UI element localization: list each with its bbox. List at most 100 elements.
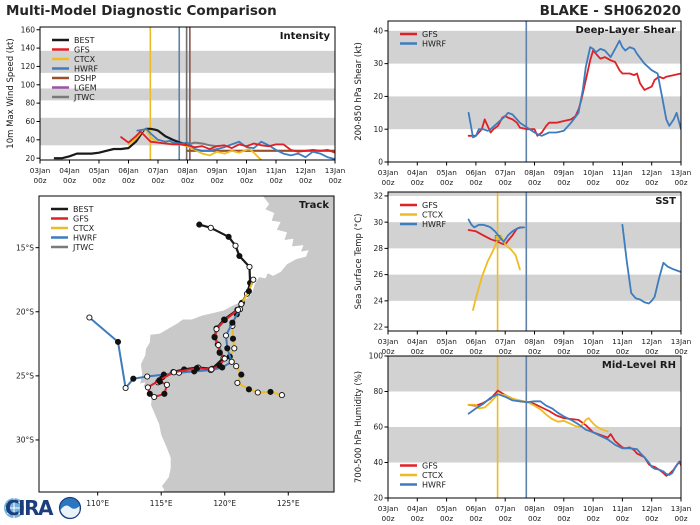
rh-title: Mid-Level RH	[602, 360, 676, 371]
track-point	[221, 355, 228, 362]
time-tick-hour: 00z	[440, 347, 453, 356]
time-tick-day: 07Jan	[495, 337, 516, 346]
track-point	[146, 390, 153, 397]
time-tick-day: 11Jan	[612, 504, 633, 513]
legend-label-gfs: GFS	[422, 201, 438, 210]
time-tick-hour: 00z	[328, 176, 341, 185]
track-point	[207, 224, 214, 231]
time-tick-day: 07Jan	[148, 166, 169, 175]
time-tick-day: 08Jan	[524, 168, 545, 177]
sst-panel: 03Jan00z04Jan00z05Jan00z06Jan00z07Jan00z…	[354, 191, 692, 356]
time-tick-hour: 00z	[616, 178, 629, 187]
y-tick-label: 20	[373, 494, 383, 503]
time-tick-hour: 00z	[674, 514, 687, 523]
shear-series-hwrf	[467, 39, 681, 139]
track-point	[86, 314, 93, 321]
lon-tick-label: 125°E	[277, 499, 300, 508]
track-point	[151, 393, 158, 401]
legend-label-ctcx: CTCX	[74, 55, 96, 64]
time-tick-day: 04Jan	[407, 337, 428, 346]
track-point	[267, 388, 274, 395]
time-tick-hour: 00z	[587, 514, 600, 523]
time-tick-hour: 00z	[645, 178, 658, 187]
shear-ylabel: 200-850 hPa Shear (kt)	[354, 42, 364, 141]
time-tick-day: 04Jan	[407, 504, 428, 513]
time-tick-hour: 00z	[499, 347, 512, 356]
time-tick-hour: 00z	[528, 514, 541, 523]
time-tick-hour: 00z	[528, 178, 541, 187]
time-tick-hour: 00z	[674, 347, 687, 356]
track-point	[193, 365, 200, 372]
time-tick-day: 09Jan	[207, 166, 228, 175]
time-tick-hour: 00z	[181, 176, 194, 185]
sst-title: SST	[655, 196, 676, 207]
track-point	[130, 375, 137, 382]
track-point	[215, 342, 222, 349]
category-band	[388, 192, 681, 196]
time-tick-day: 13Jan	[671, 168, 692, 177]
time-tick-hour: 00z	[557, 178, 570, 187]
y-tick-label: 20	[373, 92, 383, 101]
category-band	[40, 88, 335, 101]
time-tick-day: 12Jan	[295, 166, 316, 175]
time-tick-day: 10Jan	[583, 504, 604, 513]
y-tick-label: 30	[373, 218, 383, 227]
track-point	[250, 276, 257, 283]
time-tick-hour: 00z	[587, 178, 600, 187]
time-tick-hour: 00z	[122, 176, 135, 185]
track-point	[216, 349, 223, 356]
rh-panel: 03Jan00z04Jan00z05Jan00z06Jan00z07Jan00z…	[354, 352, 691, 523]
track-point	[208, 366, 215, 373]
time-tick-hour: 00z	[63, 176, 76, 185]
time-tick-hour: 00z	[269, 176, 282, 185]
y-tick-label: 26	[373, 270, 383, 279]
y-tick-label: 30	[373, 59, 383, 68]
track-point	[229, 319, 236, 326]
time-tick-hour: 00z	[528, 347, 541, 356]
legend-label-dshp: DSHP	[74, 74, 96, 83]
shear-title: Deep-Layer Shear	[576, 25, 677, 36]
time-tick-hour: 00z	[33, 176, 46, 185]
legend-label-hwrf: HWRF	[422, 220, 446, 229]
time-tick-day: 05Jan	[436, 337, 457, 346]
time-tick-hour: 00z	[381, 347, 394, 356]
track-point	[163, 381, 170, 388]
lon-tick-label: 110°E	[86, 499, 109, 508]
y-tick-label: 80	[25, 99, 35, 108]
track-point	[234, 379, 241, 386]
time-tick-day: 05Jan	[436, 168, 457, 177]
land-australia	[140, 196, 334, 492]
time-tick-day: 09Jan	[554, 337, 575, 346]
legend-label-jtwc: JTWC	[73, 93, 95, 102]
sst-ylabel: Sea Surface Temp (°C)	[354, 214, 364, 310]
intensity-series-ctcx	[127, 128, 263, 160]
time-tick-hour: 00z	[210, 176, 223, 185]
legend-label-hwrf: HWRF	[74, 64, 98, 73]
y-tick-label: 24	[373, 296, 383, 305]
track-point	[246, 263, 253, 270]
time-tick-hour: 00z	[645, 514, 658, 523]
time-tick-hour: 00z	[499, 514, 512, 523]
time-tick-day: 08Jan	[177, 166, 198, 175]
lon-tick-label: 115°E	[150, 499, 173, 508]
time-tick-day: 09Jan	[554, 168, 575, 177]
track-point	[114, 338, 122, 345]
time-tick-hour: 00z	[381, 514, 394, 523]
track-point	[225, 233, 232, 240]
time-tick-day: 13Jan	[671, 337, 692, 346]
y-tick-label: 100	[369, 352, 384, 361]
time-tick-hour: 00z	[616, 514, 629, 523]
time-tick-hour: 00z	[92, 176, 105, 185]
track-point	[222, 332, 230, 339]
storm-title: BLAKE - SH062020	[540, 3, 681, 19]
time-tick-hour: 00z	[469, 347, 482, 356]
time-tick-hour: 00z	[381, 178, 394, 187]
intensity-series-best	[53, 127, 189, 160]
track-point	[144, 384, 151, 391]
time-tick-day: 12Jan	[641, 168, 662, 177]
legend-label-best: BEST	[74, 36, 95, 45]
legend-label-hwrf: HWRF	[422, 480, 446, 489]
time-tick-day: 11Jan	[266, 166, 287, 175]
time-tick-day: 06Jan	[466, 504, 487, 513]
time-tick-day: 08Jan	[524, 504, 545, 513]
